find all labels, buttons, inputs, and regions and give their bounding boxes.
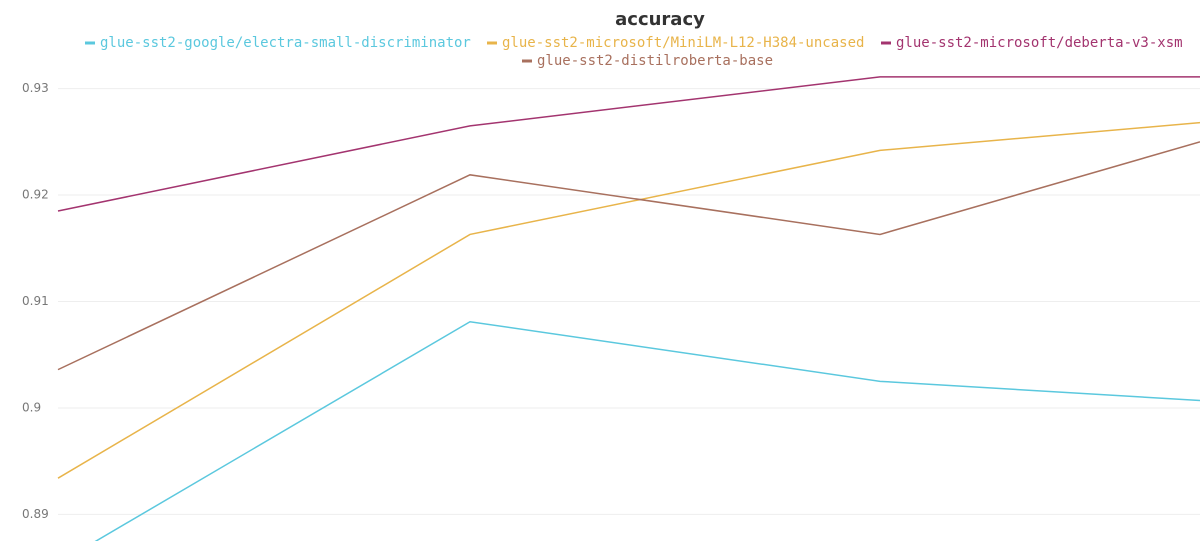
series-line — [57, 141, 1200, 371]
y-tick-label: 0.91 — [22, 294, 49, 308]
legend-label: glue-sst2-microsoft/MiniLM-L12-H384-unca… — [502, 35, 864, 51]
y-tick-label: 0.93 — [22, 81, 49, 95]
grid: 0.89 0.9 0.91 0.92 0.93 — [22, 81, 1200, 521]
y-tick-label: 0.89 — [22, 507, 49, 521]
y-tick-label: 0.9 — [22, 400, 41, 414]
legend-label: glue-sst2-microsoft/deberta-v3-xsm — [896, 35, 1183, 51]
y-tick-label: 0.92 — [22, 188, 49, 202]
legend-label: glue-sst2-google/electra-small-discrimin… — [100, 35, 471, 51]
series-line — [57, 76, 1200, 212]
plot-area — [57, 76, 1200, 541]
legend-label: glue-sst2-distilroberta-base — [537, 53, 773, 69]
series-line — [94, 320, 1200, 541]
legend: glue-sst2-google/electra-small-discrimin… — [85, 35, 1183, 69]
chart-title: accuracy — [615, 9, 705, 30]
series-line — [57, 121, 1200, 479]
